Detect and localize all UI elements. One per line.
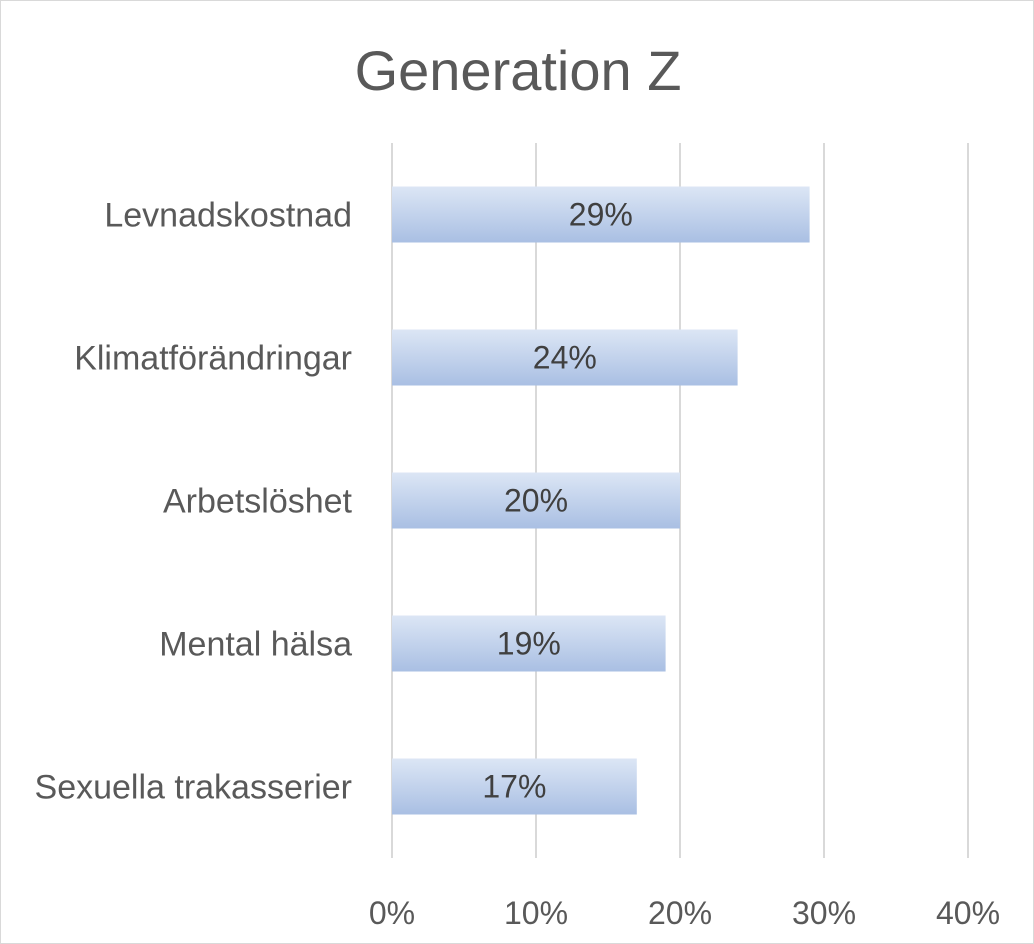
bar — [392, 329, 738, 386]
data-label: 24% — [533, 340, 597, 376]
x-axis-ticks: 0% 10% 20% 30% 40% — [369, 895, 1000, 931]
category-label: Mental hälsa — [159, 626, 352, 664]
x-tick-label: 30% — [792, 895, 856, 931]
bar — [392, 186, 810, 243]
data-label: 29% — [569, 197, 633, 233]
category-labels: Levnadskostnad Klimatförändringar Arbetslö… — [35, 197, 353, 807]
data-label: 17% — [482, 769, 546, 805]
bar — [392, 615, 666, 672]
bar — [392, 758, 637, 815]
category-label: Levnadskostnad — [104, 197, 352, 235]
x-tick-label: 10% — [504, 895, 568, 931]
bars: 29% 24% 20% 19% 17% — [392, 186, 810, 815]
data-label: 19% — [497, 626, 561, 662]
chart-title: Generation Z — [354, 39, 682, 102]
bar — [392, 472, 680, 529]
category-label: Arbetslöshet — [163, 483, 353, 521]
data-label: 20% — [504, 483, 568, 519]
x-tick-label: 0% — [369, 895, 415, 931]
category-label: Sexuella trakasserier — [35, 769, 352, 807]
x-tick-label: 20% — [648, 895, 712, 931]
x-tick-label: 40% — [936, 895, 1000, 931]
category-label: Klimatförändringar — [74, 340, 352, 378]
